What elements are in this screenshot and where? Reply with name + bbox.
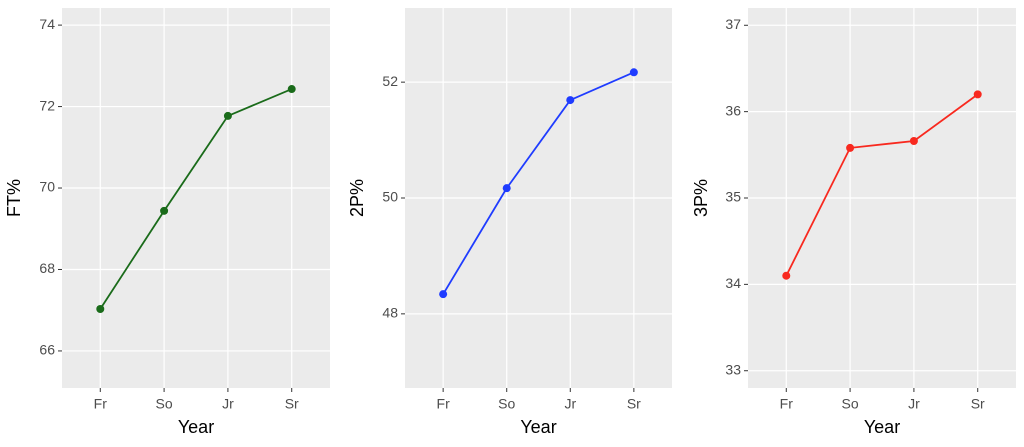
y-tick-label: 52 [382, 73, 398, 89]
x-tick-label: So [498, 396, 515, 412]
x-tick-label: So [156, 396, 173, 412]
y-axis-title: 2P% [347, 179, 367, 217]
data-point [782, 271, 791, 280]
x-tick-label: Jr [908, 396, 920, 412]
x-tick-label: Jr [222, 396, 234, 412]
y-tick-label: 50 [382, 189, 398, 205]
y-tick-label: 70 [39, 179, 55, 195]
y-tick-label: 68 [39, 260, 55, 276]
x-axis-title: Year [520, 417, 556, 437]
data-point [160, 206, 169, 215]
y-tick-label: 34 [725, 275, 741, 291]
data-point [909, 137, 918, 145]
x-tick-label: Fr [780, 396, 794, 412]
y-tick-label: 36 [725, 102, 741, 118]
y-axis-title: 3P% [691, 179, 711, 217]
x-tick-label: Jr [564, 396, 576, 412]
y-tick-label: 33 [725, 361, 741, 377]
plot-panel [62, 8, 330, 388]
data-point [566, 96, 575, 105]
data-point [439, 290, 448, 299]
data-point [287, 85, 296, 94]
x-tick-label: Sr [971, 396, 985, 412]
y-tick-label: 48 [382, 305, 398, 321]
y-tick-label: 37 [725, 16, 741, 32]
x-tick-label: Fr [94, 396, 108, 412]
data-point [96, 304, 105, 313]
x-tick-label: So [842, 396, 859, 412]
data-point [629, 68, 638, 77]
y-tick-label: 35 [725, 189, 741, 205]
data-point [502, 184, 511, 193]
data-line [99, 88, 293, 310]
y-tick-label: 66 [39, 342, 55, 358]
y-axis-title: FT% [4, 179, 24, 217]
x-tick-label: Sr [627, 396, 641, 412]
x-tick-label: Fr [437, 396, 451, 412]
data-point [846, 143, 855, 152]
data-line [442, 71, 635, 295]
x-axis-title: Year [864, 417, 900, 437]
data-point [223, 111, 232, 120]
x-axis-title: Year [178, 417, 214, 437]
data-line [785, 93, 979, 277]
x-tick-label: Sr [285, 396, 299, 412]
y-tick-label: 74 [39, 16, 55, 32]
y-tick-label: 72 [39, 97, 55, 113]
data-point [973, 90, 982, 99]
